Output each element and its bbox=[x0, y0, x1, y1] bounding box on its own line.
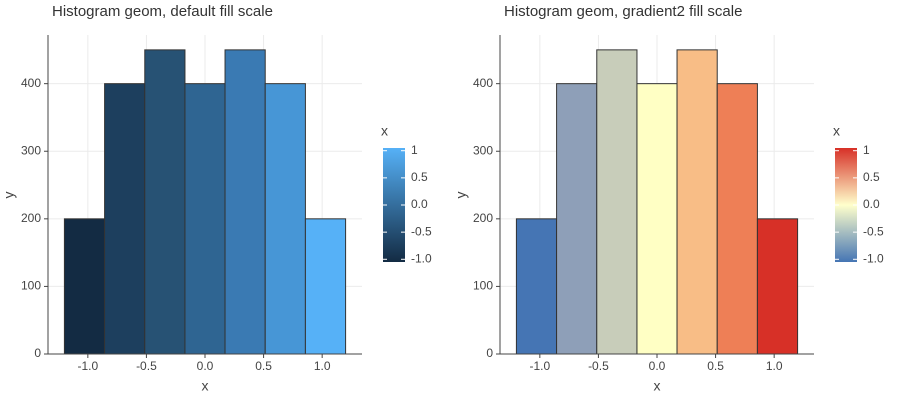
y-tick-label: 100 bbox=[21, 279, 41, 293]
x-tick-label: -0.5 bbox=[588, 359, 609, 373]
y-tick-label: 400 bbox=[473, 76, 493, 90]
x-tick-label: -0.5 bbox=[136, 359, 157, 373]
chart-title: Histogram geom, gradient2 fill scale bbox=[504, 3, 742, 20]
bar bbox=[264, 83, 306, 355]
bar bbox=[304, 218, 347, 355]
bar bbox=[636, 83, 678, 355]
bar bbox=[716, 83, 758, 355]
y-tick-label: 100 bbox=[473, 279, 493, 293]
x-axis-title: x bbox=[202, 378, 209, 394]
y-tick-label: 0 bbox=[34, 346, 41, 360]
bar bbox=[224, 49, 266, 355]
x-tick-label: 0.0 bbox=[649, 359, 666, 373]
x-tick-label: 1.0 bbox=[766, 359, 783, 373]
bar bbox=[515, 218, 558, 355]
bar bbox=[144, 49, 186, 355]
legend-tick-label: 0.5 bbox=[863, 170, 880, 184]
legend-tick-label: -1.0 bbox=[863, 251, 884, 265]
bar bbox=[63, 218, 106, 355]
legend-title: x bbox=[833, 123, 840, 139]
x-tick-label: 0.5 bbox=[255, 359, 272, 373]
x-axis-title: x bbox=[654, 378, 661, 394]
legend-tick-label: 0.0 bbox=[411, 197, 428, 211]
legend-tick-label: 0.0 bbox=[863, 197, 880, 211]
x-tick-label: -1.0 bbox=[77, 359, 98, 373]
chart-title: Histogram geom, default fill scale bbox=[52, 3, 273, 20]
legend-tick-label: 0.5 bbox=[411, 170, 428, 184]
colorbar bbox=[835, 148, 857, 262]
y-tick-label: 200 bbox=[21, 211, 41, 225]
legend-title: x bbox=[381, 123, 388, 139]
y-tick-label: 400 bbox=[21, 76, 41, 90]
y-tick-label: 200 bbox=[473, 211, 493, 225]
x-tick-label: 0.5 bbox=[707, 359, 724, 373]
y-tick-label: 300 bbox=[21, 143, 41, 157]
bar bbox=[184, 83, 226, 355]
legend-tick-label: -0.5 bbox=[863, 224, 884, 238]
x-tick-label: 1.0 bbox=[314, 359, 331, 373]
y-tick-label: 300 bbox=[473, 143, 493, 157]
colorbar bbox=[383, 148, 405, 262]
legend-tick-label: 1 bbox=[863, 143, 870, 157]
y-axis-title: y bbox=[453, 192, 469, 199]
bar bbox=[596, 49, 638, 355]
legend-tick-label: -0.5 bbox=[411, 224, 432, 238]
x-tick-label: -1.0 bbox=[529, 359, 550, 373]
y-tick-label: 0 bbox=[486, 346, 493, 360]
legend-tick-label: 1 bbox=[411, 143, 418, 157]
x-tick-label: 0.0 bbox=[197, 359, 214, 373]
bar bbox=[556, 83, 598, 355]
bar bbox=[756, 218, 799, 355]
bar bbox=[676, 49, 718, 355]
y-axis-title: y bbox=[1, 192, 17, 199]
bar bbox=[104, 83, 146, 355]
legend-tick-label: -1.0 bbox=[411, 251, 432, 265]
